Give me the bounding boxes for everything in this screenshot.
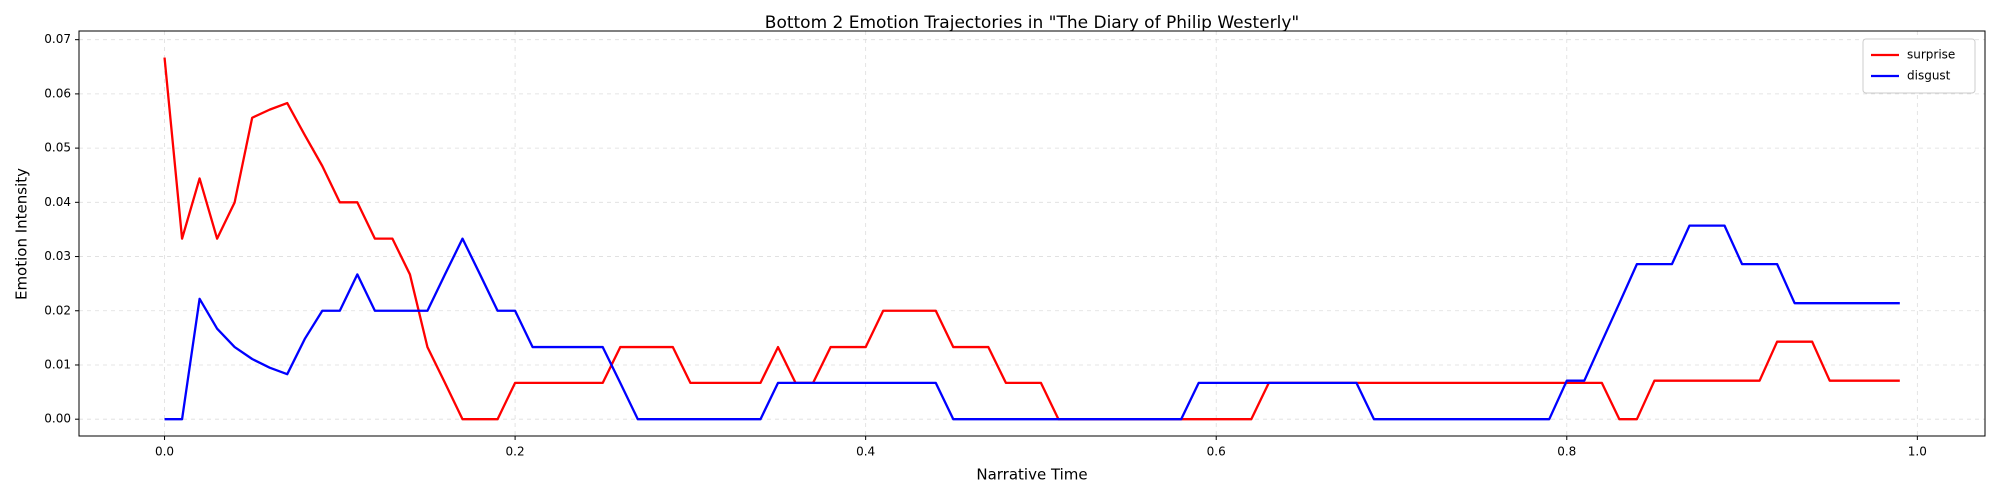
y-tick-label: 0.03 bbox=[44, 249, 71, 263]
legend-box bbox=[1862, 38, 1976, 94]
y-tick-label: 0.06 bbox=[44, 86, 71, 100]
x-axis-label: Narrative Time bbox=[976, 466, 1087, 484]
legend-label: disgust bbox=[1907, 69, 1951, 83]
x-tick-label: 1.0 bbox=[1908, 445, 1927, 459]
y-axis-label: Emotion Intensity bbox=[13, 168, 31, 300]
x-tick-label: 0.6 bbox=[1207, 445, 1226, 459]
y-tick-label: 0.05 bbox=[44, 141, 71, 155]
line bbox=[163, 57, 1900, 421]
y-tick-label: 0.01 bbox=[44, 357, 71, 371]
y-tick-label: 0.00 bbox=[44, 412, 71, 426]
x-tick-label: 0.0 bbox=[155, 445, 174, 459]
y-tick-label: 0.02 bbox=[44, 303, 71, 317]
chart-title: Bottom 2 Emotion Trajectories in "The Di… bbox=[765, 13, 1299, 33]
legend-label: surprise bbox=[1907, 48, 1955, 62]
legend: surprise disgust bbox=[1862, 38, 1976, 94]
x-tick-label: 0.8 bbox=[1557, 445, 1576, 459]
plot-frame bbox=[78, 30, 1986, 437]
y-tick-label: 0.07 bbox=[44, 32, 71, 46]
x-tick-label: 0.4 bbox=[856, 445, 875, 459]
line bbox=[164, 224, 1900, 421]
y-tick-label: 0.04 bbox=[44, 195, 71, 209]
x-tick-label: 0.2 bbox=[506, 445, 525, 459]
